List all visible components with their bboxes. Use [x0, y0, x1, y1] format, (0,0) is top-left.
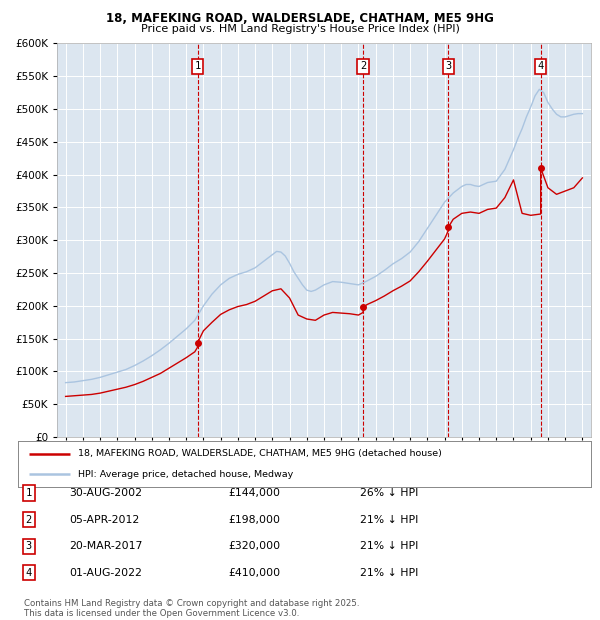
Text: 18, MAFEKING ROAD, WALDERSLADE, CHATHAM, ME5 9HG: 18, MAFEKING ROAD, WALDERSLADE, CHATHAM,…: [106, 12, 494, 25]
Text: 21% ↓ HPI: 21% ↓ HPI: [360, 541, 418, 551]
Text: £198,000: £198,000: [228, 515, 280, 525]
Text: 26% ↓ HPI: 26% ↓ HPI: [360, 488, 418, 498]
Text: 1: 1: [26, 488, 32, 498]
Text: 05-APR-2012: 05-APR-2012: [69, 515, 139, 525]
Text: Price paid vs. HM Land Registry's House Price Index (HPI): Price paid vs. HM Land Registry's House …: [140, 24, 460, 33]
Text: £144,000: £144,000: [228, 488, 280, 498]
Text: £320,000: £320,000: [228, 541, 280, 551]
Text: 21% ↓ HPI: 21% ↓ HPI: [360, 568, 418, 578]
Text: 2: 2: [26, 515, 32, 525]
Text: HPI: Average price, detached house, Medway: HPI: Average price, detached house, Medw…: [78, 470, 293, 479]
Text: 18, MAFEKING ROAD, WALDERSLADE, CHATHAM, ME5 9HG (detached house): 18, MAFEKING ROAD, WALDERSLADE, CHATHAM,…: [78, 449, 442, 458]
Text: 01-AUG-2022: 01-AUG-2022: [69, 568, 142, 578]
Text: 4: 4: [538, 61, 544, 71]
Text: 3: 3: [26, 541, 32, 551]
Text: 21% ↓ HPI: 21% ↓ HPI: [360, 515, 418, 525]
Text: 2: 2: [360, 61, 366, 71]
Text: 20-MAR-2017: 20-MAR-2017: [69, 541, 142, 551]
Text: 1: 1: [194, 61, 200, 71]
Text: 4: 4: [26, 568, 32, 578]
Text: 30-AUG-2002: 30-AUG-2002: [69, 488, 142, 498]
Text: Contains HM Land Registry data © Crown copyright and database right 2025.
This d: Contains HM Land Registry data © Crown c…: [24, 599, 359, 618]
Text: 3: 3: [445, 61, 451, 71]
Text: £410,000: £410,000: [228, 568, 280, 578]
